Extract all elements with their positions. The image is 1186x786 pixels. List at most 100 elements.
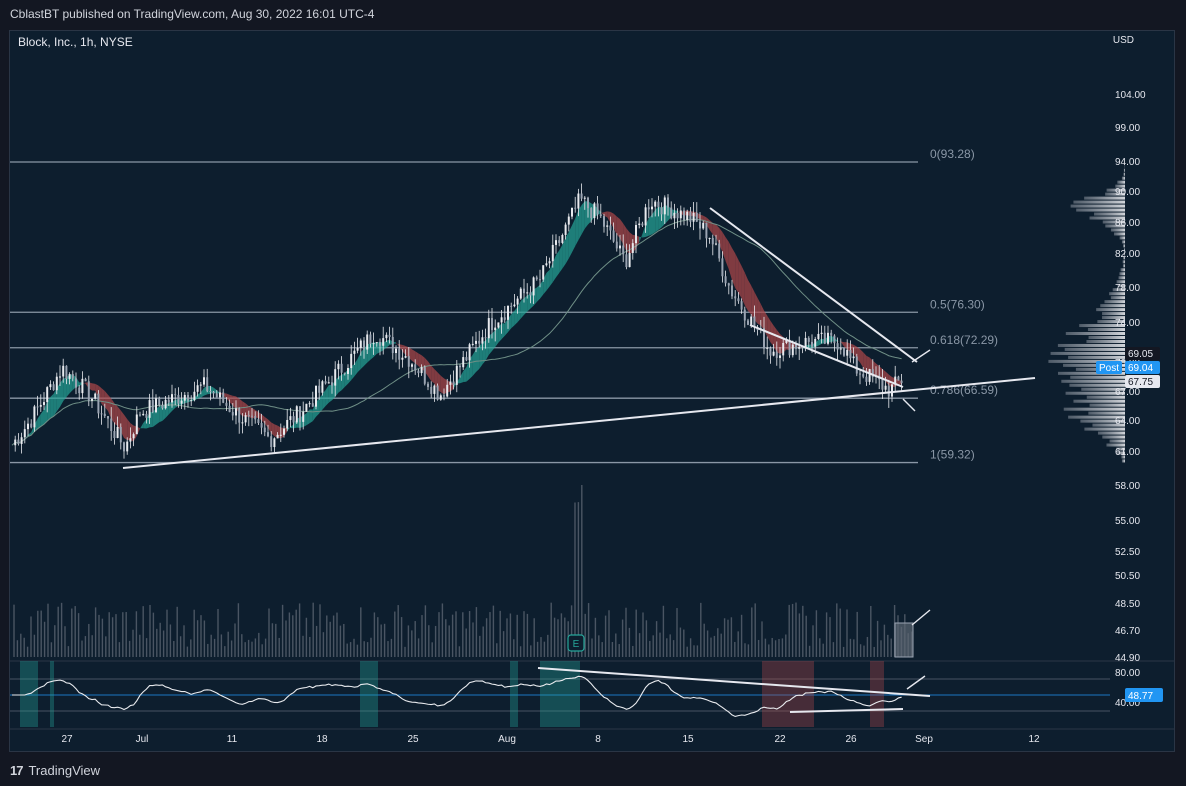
candle-body (606, 225, 609, 227)
volume-profile-bar (1048, 359, 1125, 363)
ribbon-segment (648, 214, 652, 236)
ribbon-segment (101, 388, 105, 408)
candle-body (395, 348, 397, 354)
candle-body (481, 337, 484, 344)
ribbon-segment (511, 310, 515, 329)
volume-profile-bar (1123, 252, 1125, 256)
candle-body (388, 334, 391, 338)
volume-profile-bar (1123, 168, 1125, 172)
ribbon-segment (722, 232, 726, 262)
candle-body (356, 347, 359, 351)
ribbon-segment (364, 344, 368, 366)
volume-profile-bar (1084, 196, 1125, 200)
ribbon-segment (613, 213, 617, 235)
ribbon-segment (319, 393, 323, 414)
candle-body (43, 402, 45, 405)
candle-body (625, 254, 628, 268)
candle-body (171, 394, 173, 403)
ribbon-segment (482, 340, 486, 365)
candle-body (84, 378, 87, 382)
candle-body (97, 393, 100, 414)
ribbon-segment (485, 335, 489, 361)
candle-body (859, 373, 861, 375)
volume-profile-bar (1110, 296, 1125, 300)
candle-body (497, 322, 500, 328)
candle-body (126, 441, 129, 452)
candle-body (276, 434, 279, 439)
chart-panel[interactable]: 0(93.28) 0.5(76.30) 0.618(72.29) 0.786(66.5… (9, 30, 1175, 752)
candle-body (411, 364, 413, 367)
candle-body (366, 334, 369, 350)
candle-body (87, 381, 90, 401)
ribbon-segment (751, 285, 755, 320)
tradingview-brand: TradingView (28, 762, 101, 778)
candle-body (852, 356, 855, 359)
candle-body (542, 265, 545, 280)
candle-body (769, 347, 772, 356)
candle-body (196, 385, 199, 392)
candle-body (657, 201, 660, 208)
ribbon-segment (748, 279, 752, 315)
volume-profile-bar (1063, 407, 1125, 411)
candle-body (318, 385, 321, 393)
candle-body (670, 207, 673, 219)
candle-body (715, 243, 717, 245)
ribbon-segment (418, 353, 422, 369)
candle-body (516, 298, 519, 305)
ribbon-segment (172, 399, 176, 411)
candle-body (897, 376, 900, 381)
time-tick-label: Jul (136, 734, 149, 745)
volume-profile (1048, 164, 1125, 463)
chart-svg[interactable]: 0(93.28)0.5(76.30)0.618(72.29)0.786(66.5… (10, 31, 1174, 751)
ribbon-segment (760, 304, 764, 331)
ribbon-segment (37, 413, 41, 429)
ribbon-segment (354, 358, 358, 377)
candle-body (155, 398, 157, 413)
price-mark-high-box (1125, 347, 1160, 360)
tradingview-footer[interactable]: 17 TradingView (10, 760, 100, 780)
volume-profile-bar (1115, 184, 1125, 188)
ribbon-segment (546, 269, 550, 291)
candle-body (548, 261, 551, 264)
candle-body (891, 384, 893, 397)
candle-body (782, 342, 785, 356)
volume-profile-bar (1112, 288, 1125, 292)
volume-profile-bar (1100, 304, 1125, 308)
ribbon-segment (460, 371, 464, 384)
symbol-title: Block, Inc., 1h, NYSE (18, 35, 133, 49)
candle-body (46, 387, 49, 403)
candle-body (753, 316, 756, 328)
candle-body (641, 223, 644, 226)
candle-body (689, 211, 692, 222)
candle-body (526, 292, 529, 294)
ribbon-segment (127, 419, 131, 441)
candle-body (603, 216, 605, 227)
volume-profile-bar (1070, 204, 1125, 208)
price-mark-low-box (1125, 375, 1160, 388)
candle-body (148, 400, 151, 418)
candle-body (635, 225, 637, 244)
ribbon-segment (735, 253, 739, 293)
ribbon-segment (840, 341, 844, 347)
volume-profile-bar (1117, 180, 1125, 184)
candle-body (827, 332, 829, 344)
candle-body (619, 245, 621, 249)
ribbon-segment (440, 375, 444, 395)
candle-body (129, 438, 132, 442)
last-price-tag-box (1125, 361, 1160, 374)
candle-body (487, 318, 490, 339)
volume-profile-bar (1064, 347, 1125, 351)
candle-body (862, 374, 865, 377)
candle-body (529, 292, 532, 296)
volume-profile-bar (1102, 220, 1125, 224)
candle-body (459, 365, 461, 368)
annotation-arrow-icon (911, 349, 931, 363)
ribbon-segment (159, 404, 163, 423)
ribbon-segment (488, 333, 492, 355)
price-tick-label: 44.90 (1115, 653, 1140, 664)
ribbon-segment (124, 414, 128, 441)
candle-body (734, 296, 737, 299)
ribbon-segment (261, 414, 265, 424)
candle-body (574, 207, 577, 209)
candle-body (775, 351, 778, 358)
